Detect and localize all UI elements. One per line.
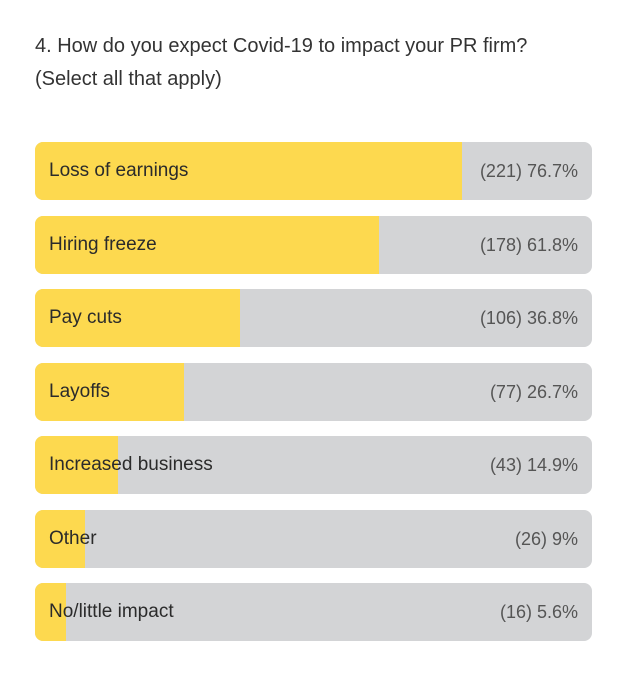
- bars: Loss of earnings (221) 76.7% Hiring freeze…: [35, 142, 592, 657]
- value-label: (26) 9%: [514, 528, 578, 549]
- bar-track: Loss of earnings (221) 76.7%: [35, 142, 592, 200]
- chart-title: 4. How do you expect Covid-19 to impact …: [35, 35, 528, 90]
- bar-track: Hiring freeze (178) 61.8%: [35, 215, 592, 274]
- category-label: Pay cuts: [49, 307, 122, 328]
- bar: [35, 142, 463, 200]
- category-label: Loss of earnings: [49, 160, 189, 181]
- value-label: (77) 26.7%: [489, 381, 578, 402]
- bar: [35, 509, 86, 568]
- category-label: Layoffs: [49, 380, 110, 402]
- value-label: (106) 36.8%: [479, 308, 578, 328]
- value-label: (16) 5.6%: [499, 602, 578, 622]
- value-label: (221) 76.7%: [479, 161, 578, 181]
- bar: [35, 436, 118, 494]
- value-label: (178) 61.8%: [479, 234, 578, 255]
- category-label: Other: [49, 527, 97, 549]
- category-label: No/little impact: [49, 601, 174, 622]
- bar-track: Increased business (43) 14.9%: [35, 436, 592, 494]
- bar-track: Layoffs (77) 26.7%: [35, 362, 592, 421]
- category-label: Increased business: [49, 454, 213, 475]
- bar: [35, 289, 240, 347]
- bar: [35, 583, 67, 641]
- value-label: (43) 14.9%: [489, 455, 578, 475]
- bar: [35, 362, 184, 421]
- category-label: Hiring freeze: [49, 233, 157, 255]
- bar-track: Pay cuts (106) 36.8%: [35, 289, 592, 347]
- bar-track: No/little impact (16) 5.6%: [35, 583, 592, 641]
- bar-track: Other (26) 9%: [35, 509, 592, 568]
- bar: [35, 215, 380, 274]
